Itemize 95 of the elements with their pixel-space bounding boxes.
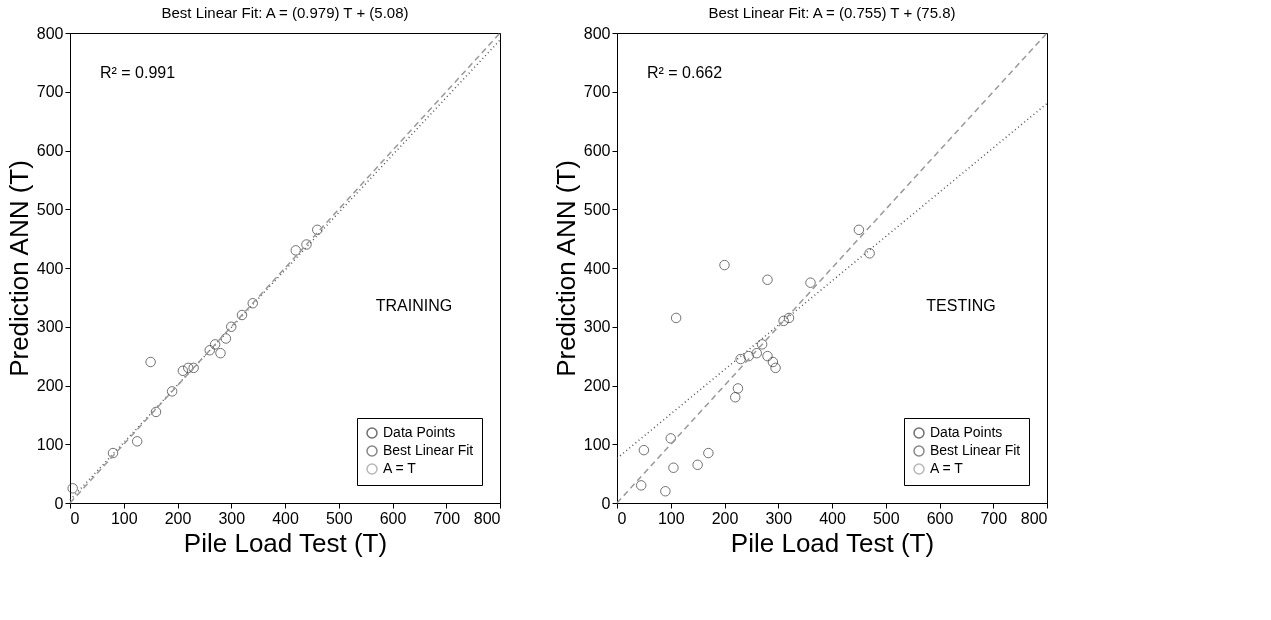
point bbox=[638, 444, 650, 456]
y-tick-label: 300 bbox=[583, 318, 611, 336]
point bbox=[735, 353, 746, 365]
point bbox=[312, 224, 323, 236]
x-tick-label: 0 bbox=[617, 509, 627, 527]
point bbox=[762, 350, 773, 362]
y-axis-title: Prediction ANN (T) bbox=[3, 160, 34, 377]
x-tick-label: 400 bbox=[819, 509, 846, 527]
annotation: R² = 0.662 bbox=[647, 64, 723, 81]
point bbox=[177, 365, 189, 377]
x-tick-label: 500 bbox=[872, 509, 900, 527]
point bbox=[783, 312, 795, 324]
y-tick-label: 500 bbox=[36, 200, 64, 218]
legend-label: Data Points bbox=[930, 424, 1003, 440]
x-tick-label: 0 bbox=[70, 509, 80, 527]
x-tick-label: 800 bbox=[1020, 509, 1048, 527]
point bbox=[236, 309, 248, 321]
point bbox=[145, 356, 156, 368]
point bbox=[301, 239, 312, 250]
point bbox=[183, 362, 194, 374]
y-tick-label: 300 bbox=[36, 318, 64, 336]
point bbox=[767, 356, 779, 368]
y-tick-label: 700 bbox=[583, 83, 611, 101]
x-tick-label: 100 bbox=[110, 509, 138, 527]
x-tick-label: 200 bbox=[164, 509, 192, 527]
x-tick-label: 800 bbox=[473, 509, 501, 527]
y-tick-label: 800 bbox=[583, 24, 611, 42]
x-tick-label: 700 bbox=[980, 509, 1008, 527]
legend-label: Best Linear Fit bbox=[930, 442, 1021, 458]
point bbox=[209, 339, 221, 350]
point bbox=[703, 447, 714, 459]
point bbox=[660, 486, 671, 497]
y-tick-label: 100 bbox=[36, 435, 64, 453]
legend-label: A = T bbox=[383, 460, 417, 476]
legend-label: Best Linear Fit bbox=[383, 442, 474, 458]
legend-label: A = T bbox=[930, 460, 964, 476]
point bbox=[770, 362, 781, 374]
point bbox=[668, 462, 679, 473]
point bbox=[778, 315, 789, 327]
annotation: TESTING bbox=[926, 296, 996, 314]
point bbox=[188, 362, 199, 374]
point bbox=[719, 259, 730, 271]
point bbox=[220, 333, 232, 344]
x-tick-label: 600 bbox=[379, 509, 407, 527]
point bbox=[290, 245, 301, 256]
point bbox=[635, 480, 647, 491]
y-tick-label: 400 bbox=[583, 259, 611, 277]
x-axis-title: Pile Load Test (T) bbox=[183, 527, 388, 558]
point bbox=[751, 347, 762, 359]
point bbox=[762, 274, 773, 285]
y-tick-label: 200 bbox=[583, 377, 611, 394]
point bbox=[204, 345, 215, 356]
chart-title: Best Linear Fit: A = (0.755) T + (75.8) bbox=[708, 4, 956, 21]
point bbox=[805, 277, 816, 288]
x-axis-title: Pile Load Test (T) bbox=[730, 527, 935, 558]
y-tick-label: 400 bbox=[36, 259, 64, 277]
point bbox=[150, 406, 162, 418]
y-tick-label: 600 bbox=[583, 142, 611, 159]
point bbox=[864, 248, 875, 259]
y-tick-label: 800 bbox=[36, 24, 64, 42]
point bbox=[665, 433, 676, 444]
y-tick-label: 200 bbox=[36, 377, 64, 394]
point bbox=[670, 312, 682, 324]
annotation: R² = 0.991 bbox=[100, 64, 176, 81]
x-tick-label: 300 bbox=[765, 509, 793, 527]
y-tick-label: 100 bbox=[583, 435, 611, 453]
point bbox=[743, 350, 754, 362]
x-tick-label: 100 bbox=[657, 509, 685, 527]
annotation: TRAINING bbox=[375, 296, 453, 314]
x-tick-label: 300 bbox=[218, 509, 246, 527]
y-tick-label: 0 bbox=[601, 494, 611, 512]
point bbox=[226, 321, 237, 332]
y-tick-label: 700 bbox=[36, 83, 64, 101]
x-tick-label: 200 bbox=[711, 509, 739, 527]
point bbox=[166, 386, 178, 397]
point bbox=[107, 447, 119, 459]
chart-title: Best Linear Fit: A = (0.979) T + (5.08) bbox=[161, 4, 409, 21]
legend-label: Data Points bbox=[383, 424, 456, 440]
x-tick-label: 400 bbox=[272, 509, 299, 527]
x-tick-label: 700 bbox=[433, 509, 461, 527]
point bbox=[131, 436, 143, 447]
y-tick-label: 0 bbox=[54, 494, 64, 512]
point bbox=[730, 392, 741, 403]
y-tick-label: 500 bbox=[583, 200, 611, 218]
y-tick-label: 600 bbox=[36, 142, 64, 159]
point bbox=[756, 339, 768, 350]
point bbox=[215, 347, 226, 359]
point bbox=[247, 298, 258, 309]
x-tick-label: 500 bbox=[325, 509, 353, 527]
point bbox=[692, 459, 703, 471]
y-axis-title: Prediction ANN (T) bbox=[550, 160, 581, 377]
point bbox=[732, 383, 744, 394]
point bbox=[67, 483, 78, 494]
x-tick-label: 600 bbox=[926, 509, 954, 527]
point bbox=[853, 224, 865, 236]
